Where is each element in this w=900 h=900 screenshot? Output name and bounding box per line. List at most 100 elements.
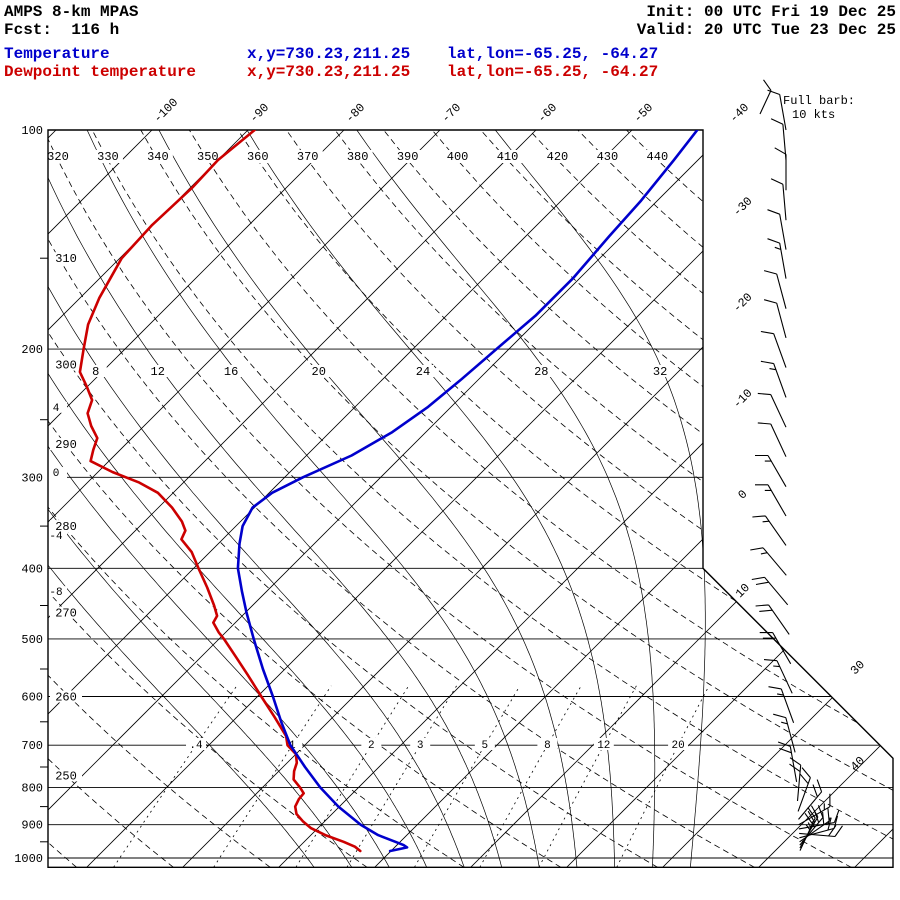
wind-barb <box>798 779 823 820</box>
temperature-axis-label: -100 <box>151 96 181 126</box>
init-time: Init: 00 UTC Fri 19 Dec 25 <box>646 3 896 21</box>
label-knockout <box>542 150 573 163</box>
wind-barb <box>760 360 787 398</box>
wind-barb <box>767 238 787 279</box>
label-knockout <box>192 150 223 163</box>
label-knockout <box>342 150 373 163</box>
moist-adiabat-label: 16 <box>224 365 238 379</box>
label-knockout <box>392 150 423 163</box>
dry-adiabat <box>48 130 174 868</box>
isotherm-line <box>854 130 893 868</box>
pressure-label: 100 <box>21 124 43 138</box>
temperature-legend-label: Temperature <box>4 45 110 63</box>
dry-adiabat-label: 440 <box>647 150 669 164</box>
dry-adiabat <box>431 130 893 868</box>
dry-adiabat-label: 340 <box>147 150 169 164</box>
wind-barb <box>797 767 811 812</box>
isotherm-line <box>86 130 825 868</box>
label-knockout <box>50 690 82 703</box>
wind-barb <box>763 659 793 694</box>
label-knockout <box>50 438 82 451</box>
mixing-ratio-label: .4 <box>189 740 203 752</box>
label-knockout <box>92 150 123 163</box>
wind-barb <box>763 299 787 339</box>
wind-barb <box>755 604 790 635</box>
temperature-axis-label: -50 <box>631 101 656 126</box>
label-knockout <box>242 150 273 163</box>
wind-barb <box>751 576 789 606</box>
label-knockout <box>50 606 82 619</box>
moist-adiabat <box>495 130 706 868</box>
plot-area: 320 330 340 350 360 370 380 390 400 410 420 430 4403… <box>14 79 894 868</box>
profile-curves <box>78 130 699 853</box>
label-knockout <box>307 365 330 377</box>
dry-adiabat-label: 430 <box>597 150 619 164</box>
mixing-ratio-line <box>295 685 410 868</box>
dry-adiabat-label: 380 <box>347 150 369 164</box>
label-knockout <box>530 365 553 377</box>
wind-barb <box>774 147 787 191</box>
pressure-label: 700 <box>21 739 43 753</box>
isotherm-line <box>48 130 441 868</box>
dry-adiabat-label: 350 <box>197 150 219 164</box>
temperature-axis-label: 10 <box>733 581 753 601</box>
wind-barb <box>798 793 831 826</box>
wind-barb <box>789 757 802 802</box>
pressure-label: 300 <box>21 471 43 485</box>
dry-adiabat <box>48 130 77 868</box>
pressure-label: 1000 <box>14 852 43 866</box>
dewpoint-curve <box>78 130 362 853</box>
temperature-grid-coords: x,y=730.23,211.25 <box>247 45 410 63</box>
label-knockout <box>50 252 82 265</box>
moist-adiabat <box>356 130 656 868</box>
moist-adiabat <box>48 130 503 868</box>
isotherm-line <box>374 130 893 868</box>
dry-adiabat-label: 260 <box>55 690 77 704</box>
mixing-ratio-line <box>479 685 582 868</box>
wind-barb <box>757 392 787 428</box>
dry-adiabat <box>577 130 893 868</box>
wind-barb <box>757 422 787 457</box>
barb-legend-units: 10 kts <box>792 108 835 122</box>
mixing-ratio-line <box>538 685 637 868</box>
isotherm-line <box>48 130 153 868</box>
header: AMPS 8-km MPAS Fcst: 116 h Init: 00 UTC … <box>4 3 896 122</box>
mixing-ratio-line <box>113 685 238 868</box>
dry-adiabat <box>48 130 368 868</box>
moist-adiabat-label: 32 <box>653 365 667 379</box>
temperature-axis-label: -70 <box>439 101 464 126</box>
moist-adiabat <box>48 130 428 868</box>
dry-adiabat <box>383 130 893 868</box>
valid-time: Valid: 20 UTC Tue 23 Dec 25 <box>637 21 896 39</box>
moist-adiabat <box>86 130 540 868</box>
label-knockout <box>50 358 82 371</box>
temperature-axis-label: -20 <box>730 290 755 315</box>
wind-barb <box>777 741 798 782</box>
dry-adiabat <box>188 130 893 868</box>
mixing-ratio-label: 5 <box>482 740 489 752</box>
moist-adiabat <box>48 130 390 868</box>
wind-barb <box>760 330 787 368</box>
moist-adiabat-label: 28 <box>534 365 548 379</box>
wind-barb <box>768 686 795 723</box>
mixing-ratio-line <box>414 685 521 868</box>
pressure-label: 800 <box>21 781 43 795</box>
label-knockout <box>649 365 672 377</box>
dry-adiabat-label: 290 <box>55 438 77 452</box>
mixing-ratio-label: 8 <box>544 740 551 752</box>
dry-adiabat-label: 410 <box>497 150 519 164</box>
label-knockout <box>48 586 67 598</box>
label-knockout <box>220 365 243 377</box>
moist-adiabat-label: 4 <box>53 403 60 415</box>
moist-adiabat <box>48 130 315 868</box>
moist-adiabat <box>158 130 578 868</box>
moist-adiabat-label: 8 <box>92 365 99 379</box>
label-knockout <box>642 150 673 163</box>
label-knockout <box>668 738 689 750</box>
wind-barb <box>767 209 787 250</box>
mixing-ratio-label: 3 <box>417 740 424 752</box>
temperature-axis-label: 0 <box>735 487 750 502</box>
